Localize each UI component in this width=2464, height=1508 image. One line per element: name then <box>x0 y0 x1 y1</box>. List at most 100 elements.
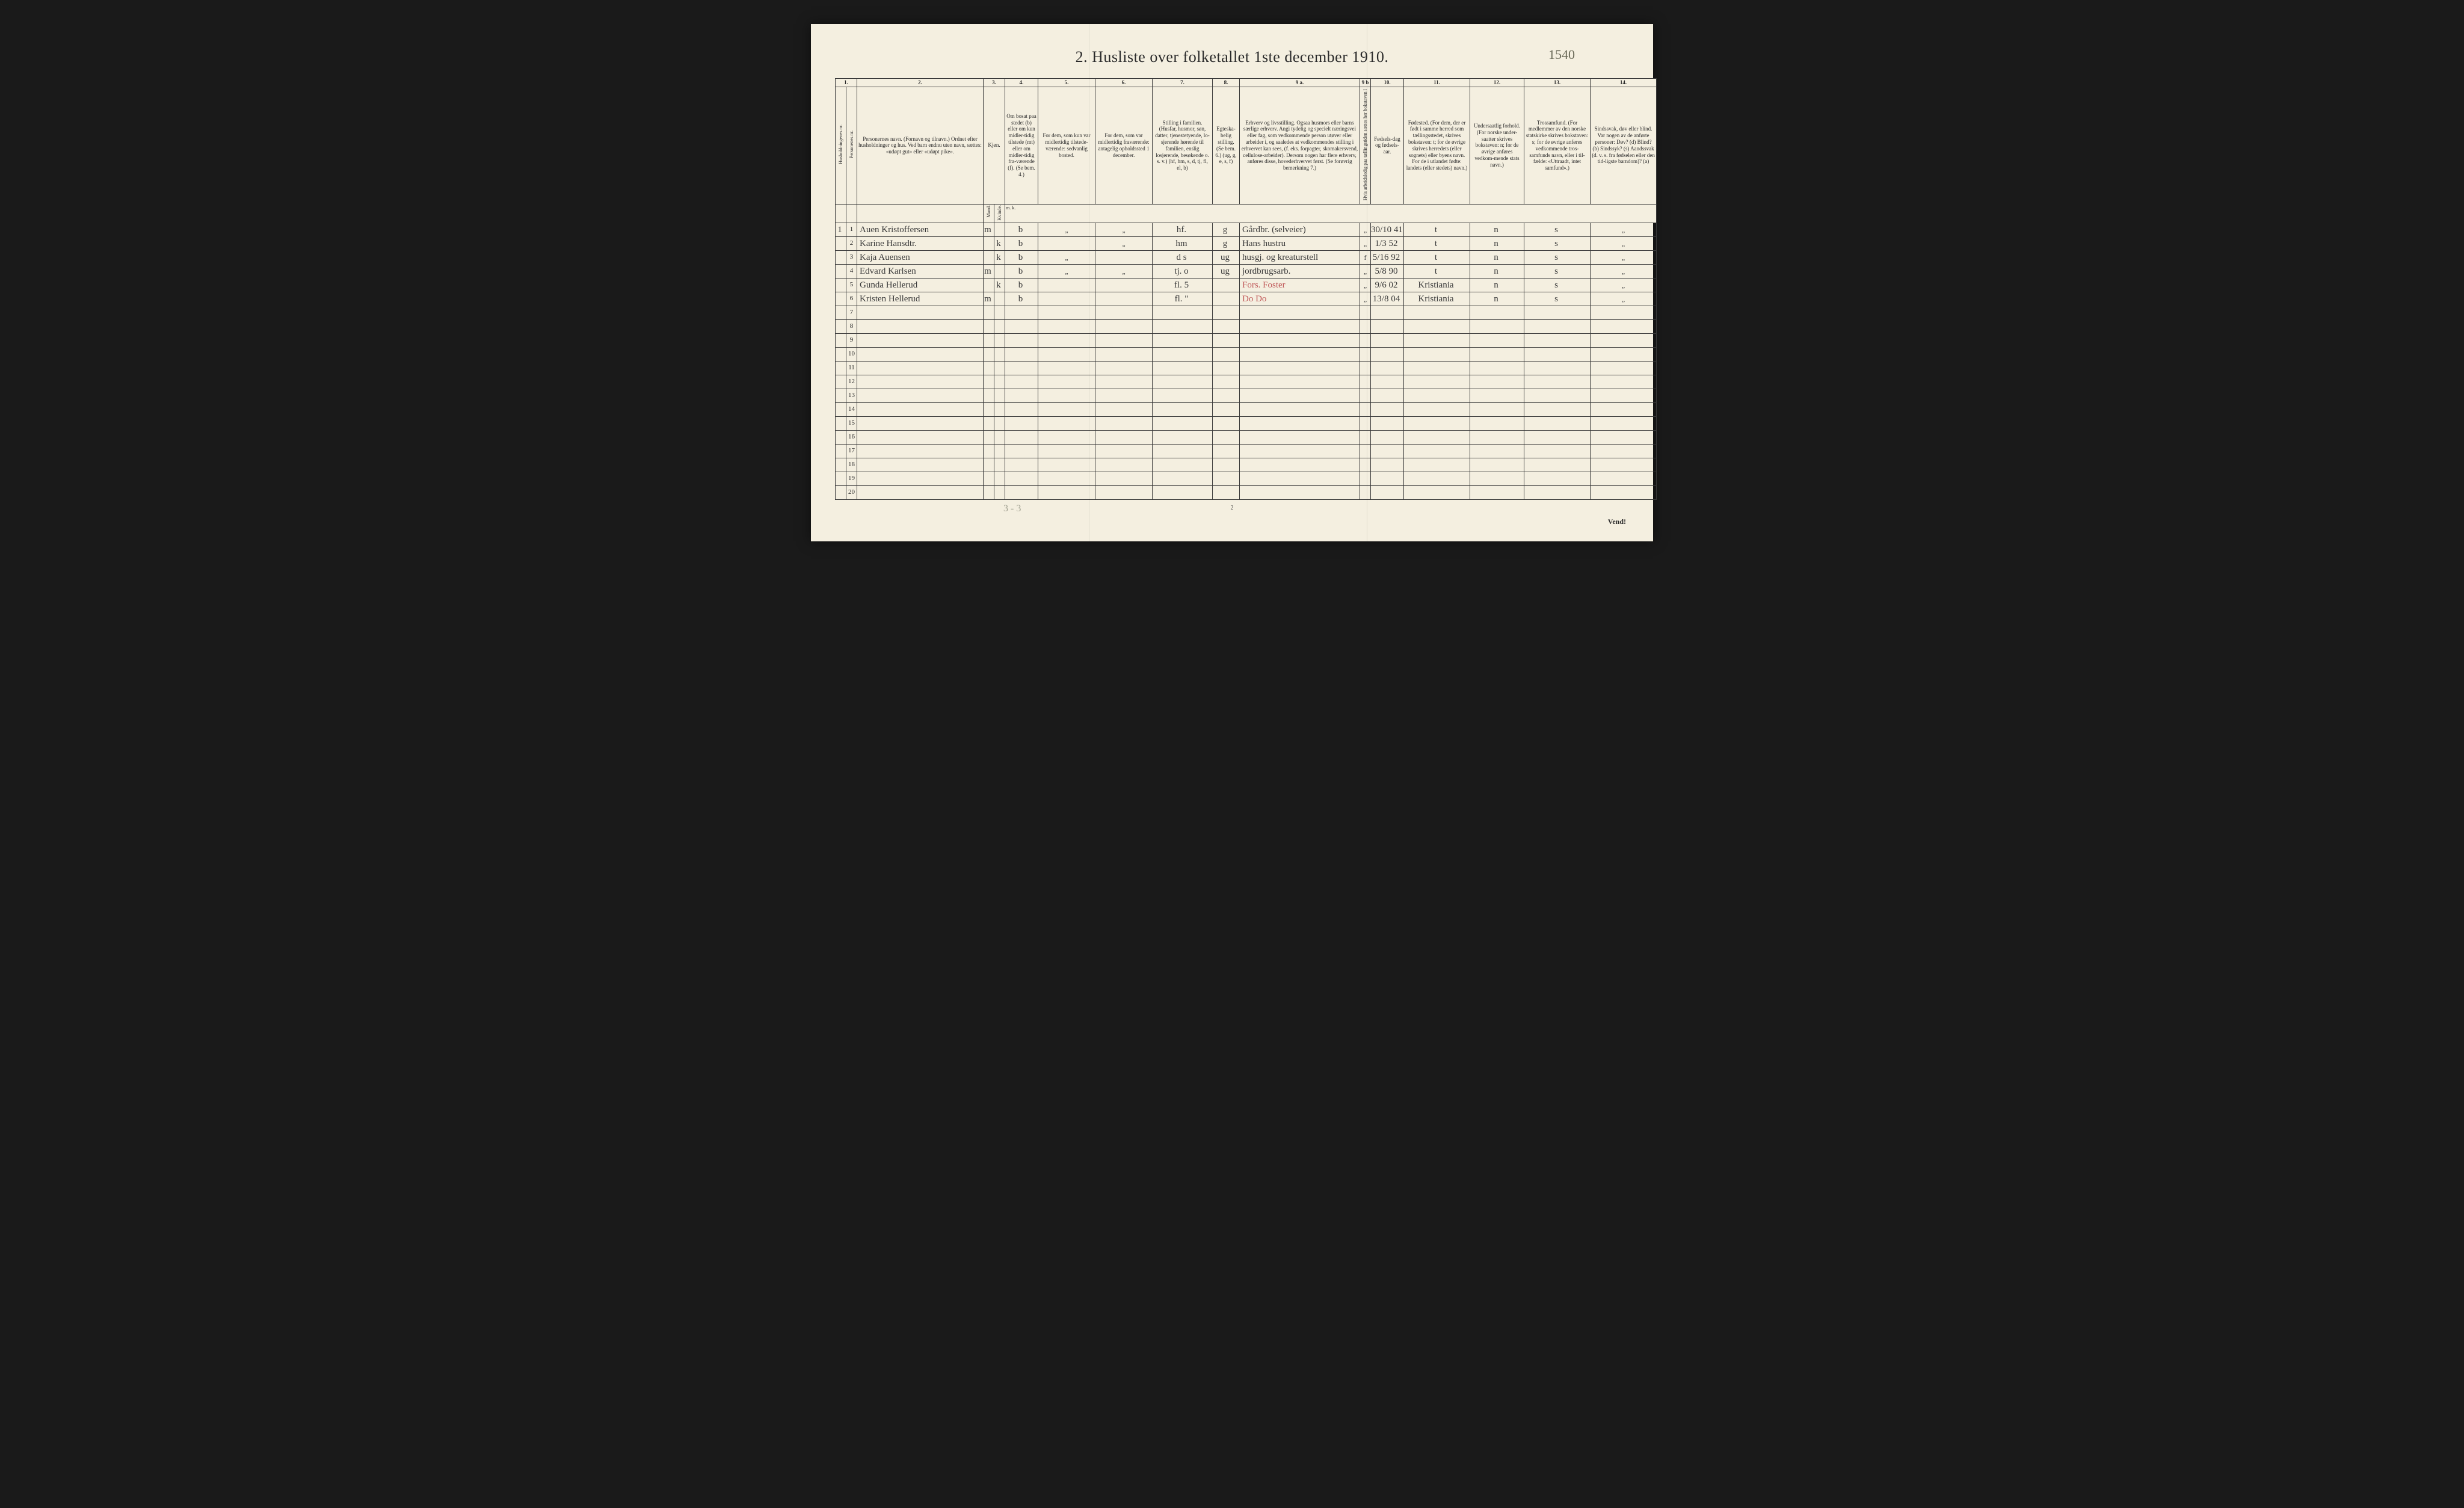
col-number: 13. <box>1524 79 1591 87</box>
cell <box>836 250 846 264</box>
cell <box>1095 485 1153 499</box>
cell: b <box>1005 223 1038 236</box>
page-title: 2. Husliste over folketallet 1ste decemb… <box>835 48 1629 66</box>
cell <box>1240 402 1360 416</box>
cell <box>1524 389 1591 402</box>
cell <box>836 264 846 278</box>
cell <box>1153 306 1213 319</box>
cell <box>836 458 846 472</box>
cell <box>1470 458 1524 472</box>
cell <box>1360 444 1371 458</box>
cell <box>1524 319 1591 333</box>
cell <box>1591 402 1657 416</box>
cell: 5 <box>846 278 857 292</box>
cell: 13 <box>846 389 857 402</box>
cell <box>1240 306 1360 319</box>
col-mk: m. k. <box>1005 204 1657 223</box>
col-nationality: Undersaatlig forhold. (For norske under-… <box>1470 87 1524 204</box>
cell <box>1240 444 1360 458</box>
cell <box>1404 347 1470 361</box>
cell <box>1524 361 1591 375</box>
cell: „ <box>1591 236 1657 250</box>
cell <box>1470 485 1524 499</box>
cell <box>1371 333 1404 347</box>
cell <box>1371 375 1404 389</box>
cell <box>1213 389 1240 402</box>
cell <box>836 292 846 306</box>
cell: Kristiania <box>1404 292 1470 306</box>
cell <box>1005 319 1038 333</box>
cell <box>984 430 994 444</box>
cell <box>1038 278 1095 292</box>
cell: „ <box>1095 264 1153 278</box>
cell: 3 <box>846 250 857 264</box>
bottom-annotation: 3 - 3 <box>1003 503 1021 514</box>
cell <box>994 458 1005 472</box>
cell: n <box>1470 223 1524 236</box>
cell: hf. <box>1153 223 1213 236</box>
cell <box>1038 485 1095 499</box>
table-row: 5Gunda Hellerudkbfl. 5Fors. Foster„9/6 0… <box>836 278 1657 292</box>
cell <box>1005 402 1038 416</box>
cell <box>1371 402 1404 416</box>
cell <box>994 444 1005 458</box>
cell <box>1470 347 1524 361</box>
cell <box>836 278 846 292</box>
cell <box>857 306 984 319</box>
cell <box>984 375 994 389</box>
cell: Gårdbr. (selveier) <box>1240 223 1360 236</box>
col-family-pos: Stilling i familien. (Husfar, husmor, sø… <box>1153 87 1213 204</box>
cell: k <box>994 278 1005 292</box>
cell: t <box>1404 250 1470 264</box>
cell <box>1591 375 1657 389</box>
cell: ug <box>1213 250 1240 264</box>
cell <box>984 333 994 347</box>
cell: 2 <box>846 236 857 250</box>
col-disability: Sindssvak, døv eller blind. Var nogen av… <box>1591 87 1657 204</box>
cell <box>1005 444 1038 458</box>
cell <box>1153 402 1213 416</box>
cell <box>1591 333 1657 347</box>
col-birthdate: Fødsels-dag og fødsels-aar. <box>1371 87 1404 204</box>
cell <box>1095 444 1153 458</box>
cell <box>1095 319 1153 333</box>
cell <box>1591 361 1657 375</box>
cell <box>1038 472 1095 485</box>
cell: g <box>1213 236 1240 250</box>
cell <box>1095 402 1153 416</box>
cell <box>1038 416 1095 430</box>
cell <box>994 416 1005 430</box>
cell <box>1371 389 1404 402</box>
cell <box>1005 458 1038 472</box>
cell <box>1591 416 1657 430</box>
cell: s <box>1524 264 1591 278</box>
cell <box>1213 319 1240 333</box>
cell: m <box>984 264 994 278</box>
cell <box>1095 250 1153 264</box>
cell: „ <box>1038 264 1095 278</box>
table-row-empty: 7 <box>836 306 1657 319</box>
cell <box>1591 485 1657 499</box>
cell <box>1153 375 1213 389</box>
cell <box>1038 292 1095 306</box>
cell: 12 <box>846 375 857 389</box>
cell: Edvard Karlsen <box>857 264 984 278</box>
cell <box>836 430 846 444</box>
cell <box>1213 416 1240 430</box>
col-number: 9 b <box>1360 79 1371 87</box>
cell <box>1240 389 1360 402</box>
cell <box>1038 458 1095 472</box>
cell <box>1213 485 1240 499</box>
cell <box>1360 333 1371 347</box>
col-unemployed: Hvis arbeidsledig paa tællingstiden sætt… <box>1360 87 1371 204</box>
cell <box>1213 292 1240 306</box>
cell <box>984 361 994 375</box>
cell <box>1213 361 1240 375</box>
cell <box>994 485 1005 499</box>
cell: 18 <box>846 458 857 472</box>
col-temp-present: For dem, som kun var midlertidig tilsted… <box>1038 87 1095 204</box>
cell <box>836 375 846 389</box>
cell <box>1240 347 1360 361</box>
cell: b <box>1005 236 1038 250</box>
cell <box>1240 319 1360 333</box>
